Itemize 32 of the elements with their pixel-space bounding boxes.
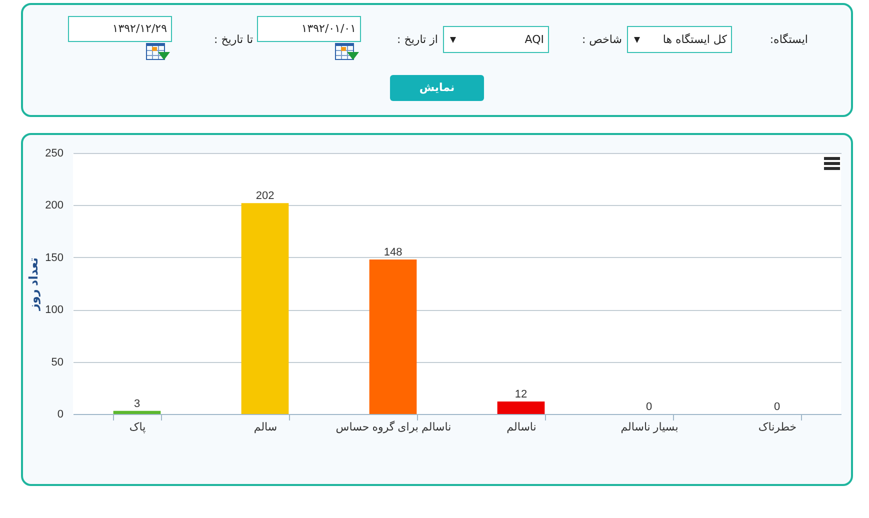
dropdown-field: کل ایستگاه ها xyxy=(627,26,732,53)
x-tick-label: ناسالم xyxy=(506,422,536,434)
x-tick-label: ناسالم برای گروه حساس xyxy=(336,420,452,434)
bar xyxy=(497,401,545,414)
bar xyxy=(241,203,289,414)
x-tick-label: بسیار ناسالم xyxy=(620,422,678,434)
data-label: 0 xyxy=(646,401,652,413)
data-label: 12 xyxy=(514,388,528,400)
y-tick-label: 0 xyxy=(57,408,64,420)
data-label: 0 xyxy=(774,401,780,413)
y-tick-label: 150 xyxy=(45,252,64,264)
x-tick-label: سالم xyxy=(254,422,278,434)
text: شاخص : xyxy=(582,32,622,48)
data-label: 202 xyxy=(256,190,274,202)
bar xyxy=(369,259,417,414)
date-field: ۱۳۹۲/۰۱/۰۱ xyxy=(257,16,361,42)
y-tick-label: 200 xyxy=(45,200,64,212)
bar xyxy=(113,410,161,414)
data-label: 3 xyxy=(134,398,140,410)
y-tick-label: 100 xyxy=(45,304,64,316)
text: از تاریخ : xyxy=(397,32,438,48)
y-tick-label: 250 xyxy=(45,148,64,160)
data-label: 148 xyxy=(384,246,402,258)
text: ایستگاه: xyxy=(770,32,808,48)
y-axis-title: تعداد روز xyxy=(26,257,40,312)
y-tick-label: 50 xyxy=(51,356,64,368)
button: نمایش xyxy=(390,75,484,101)
x-tick-label: پاک xyxy=(129,422,146,434)
dropdown-field: AQI xyxy=(443,26,549,53)
text: تا تاریخ : xyxy=(214,32,253,48)
date-field: ۱۳۹۲/۱۲/۲۹ xyxy=(68,16,172,42)
x-tick-label: خطرناک xyxy=(758,422,797,434)
